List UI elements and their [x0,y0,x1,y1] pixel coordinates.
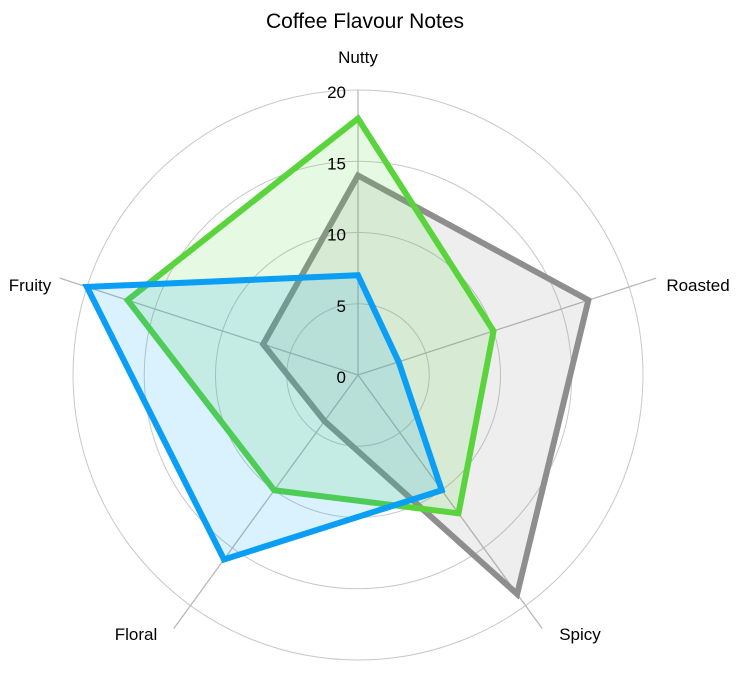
axis-label-fruity: Fruity [9,276,52,295]
tick-label: 10 [327,226,346,245]
axis-label-nutty: Nutty [338,48,378,67]
chart-title: Coffee Flavour Notes [266,10,464,33]
series-2-polygon [82,272,446,564]
series-layer [82,114,592,600]
tick-label: 15 [327,154,346,173]
axis-line [357,277,657,376]
axis-line [173,374,359,630]
tick-label: 0 [337,368,346,387]
axis-line [59,277,359,376]
series-1-polygon [123,114,497,517]
tick-label: 20 [327,83,346,102]
labels-layer: Nutty Roasted Spicy Floral Fruity 0 5 10 15 20 [9,48,730,644]
axis-label-floral: Floral [115,625,158,644]
axis-label-spicy: Spicy [559,625,601,644]
tick-label: 5 [337,297,346,316]
axis-label-roasted: Roasted [666,276,729,295]
